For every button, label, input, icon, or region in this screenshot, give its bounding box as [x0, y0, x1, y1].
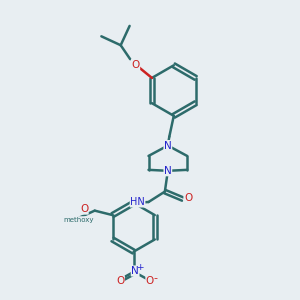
Text: O: O: [146, 276, 154, 286]
Text: N: N: [131, 266, 139, 276]
Text: N: N: [164, 166, 172, 176]
Text: N: N: [164, 140, 172, 151]
Text: -: -: [153, 273, 157, 283]
Text: methoxy: methoxy: [63, 217, 94, 223]
Text: HN: HN: [130, 197, 145, 207]
Text: +: +: [136, 262, 144, 272]
Text: O: O: [184, 193, 192, 202]
Text: O: O: [80, 204, 88, 214]
Text: O: O: [131, 59, 140, 70]
Text: O: O: [116, 276, 124, 286]
